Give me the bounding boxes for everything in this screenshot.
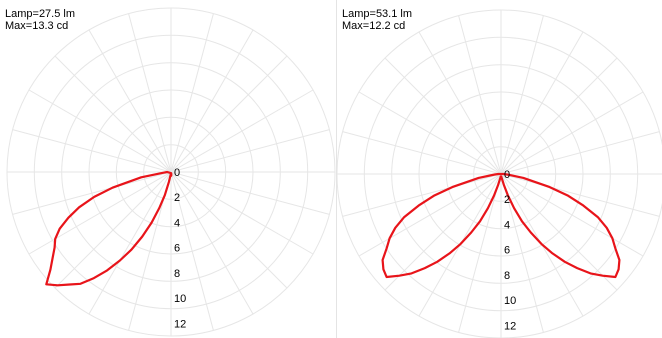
radial-tick-label: 8 <box>174 268 180 280</box>
radial-tick-label: 12 <box>504 320 516 332</box>
radial-tick-label: 4 <box>504 220 510 232</box>
polar-chart-right: 0 2 4 6 8 10 12 Lamp=53.1 lm Max=12.2 cd <box>337 0 662 338</box>
radial-tick-label: 4 <box>174 218 180 230</box>
radial-tick-label: 0 <box>504 169 510 181</box>
panel-divider <box>336 0 337 338</box>
radial-tick-label: 2 <box>174 192 180 204</box>
chart-info-right: Lamp=53.1 lm Max=12.2 cd <box>342 8 412 32</box>
max-label-right: Max=12.2 cd <box>342 20 406 32</box>
lamp-label-left: Lamp=27.5 lm <box>5 8 76 20</box>
radial-tick-label: 8 <box>504 270 510 282</box>
max-label-left: Max=13.3 cd <box>5 20 69 32</box>
radial-tick-label: 12 <box>174 318 186 330</box>
radial-tick-label: 10 <box>504 295 516 307</box>
polar-plot-right: 0 2 4 6 8 10 12 <box>337 9 662 338</box>
lamp-label-right: Lamp=53.1 lm <box>342 8 413 20</box>
polar-plot-left: 0 2 4 6 8 10 12 <box>6 7 336 337</box>
radial-tick-label: 6 <box>504 245 510 257</box>
radial-tick-label: 6 <box>174 243 180 255</box>
radial-tick-label: 2 <box>504 194 510 206</box>
chart-info-left: Lamp=27.5 lm Max=13.3 cd <box>5 8 75 32</box>
intensity-curve <box>381 172 621 279</box>
intensity-curve <box>45 170 173 287</box>
radial-tick-label: 10 <box>174 293 186 305</box>
polar-chart-left: 0 2 4 6 8 10 12 Lamp=27.5 lm Max=13.3 cd <box>5 7 336 337</box>
radial-tick-label: 0 <box>174 167 180 179</box>
